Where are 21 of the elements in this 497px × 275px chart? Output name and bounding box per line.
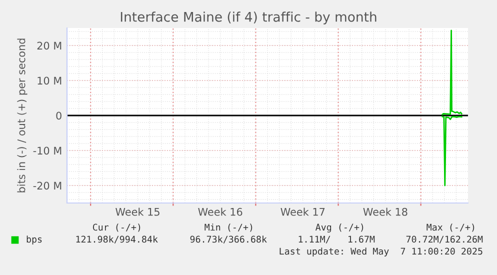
text: Cur (-/+) <box>92 224 140 232</box>
x-tick-label: Week 15 <box>116 208 160 216</box>
y-tick-label: -20 M <box>33 182 62 190</box>
text: 121.98k/994.84k <box>76 236 158 244</box>
text: Last update: Wed May 7 11:00:20 2025 <box>280 248 482 256</box>
text: Min (-/+) <box>204 224 252 232</box>
y-tick-label: -10 M <box>33 146 62 155</box>
text: Max (-/+) <box>426 224 474 232</box>
chart-title: Interface Maine (if 4) traffic - by month <box>120 12 376 24</box>
legend-label: bps <box>26 236 42 244</box>
text: 70.72M/162.26M <box>406 236 483 244</box>
x-tick-label: Week 18 <box>363 208 408 216</box>
y-tick-label: 20 M <box>37 42 62 50</box>
y-axis-title: bits in (-) / out (+) per second <box>17 38 28 192</box>
x-tick-label: Week 16 <box>198 208 242 216</box>
x-tick-label: Week 17 <box>280 208 325 216</box>
text: 1.11M/ 1.67M <box>298 236 375 244</box>
text: 96.73k/366.68k <box>190 236 267 244</box>
text: Avg (-/+) <box>316 224 364 232</box>
y-tick-label: 10 M <box>38 76 62 85</box>
y-tick-label: 0 <box>56 112 62 120</box>
